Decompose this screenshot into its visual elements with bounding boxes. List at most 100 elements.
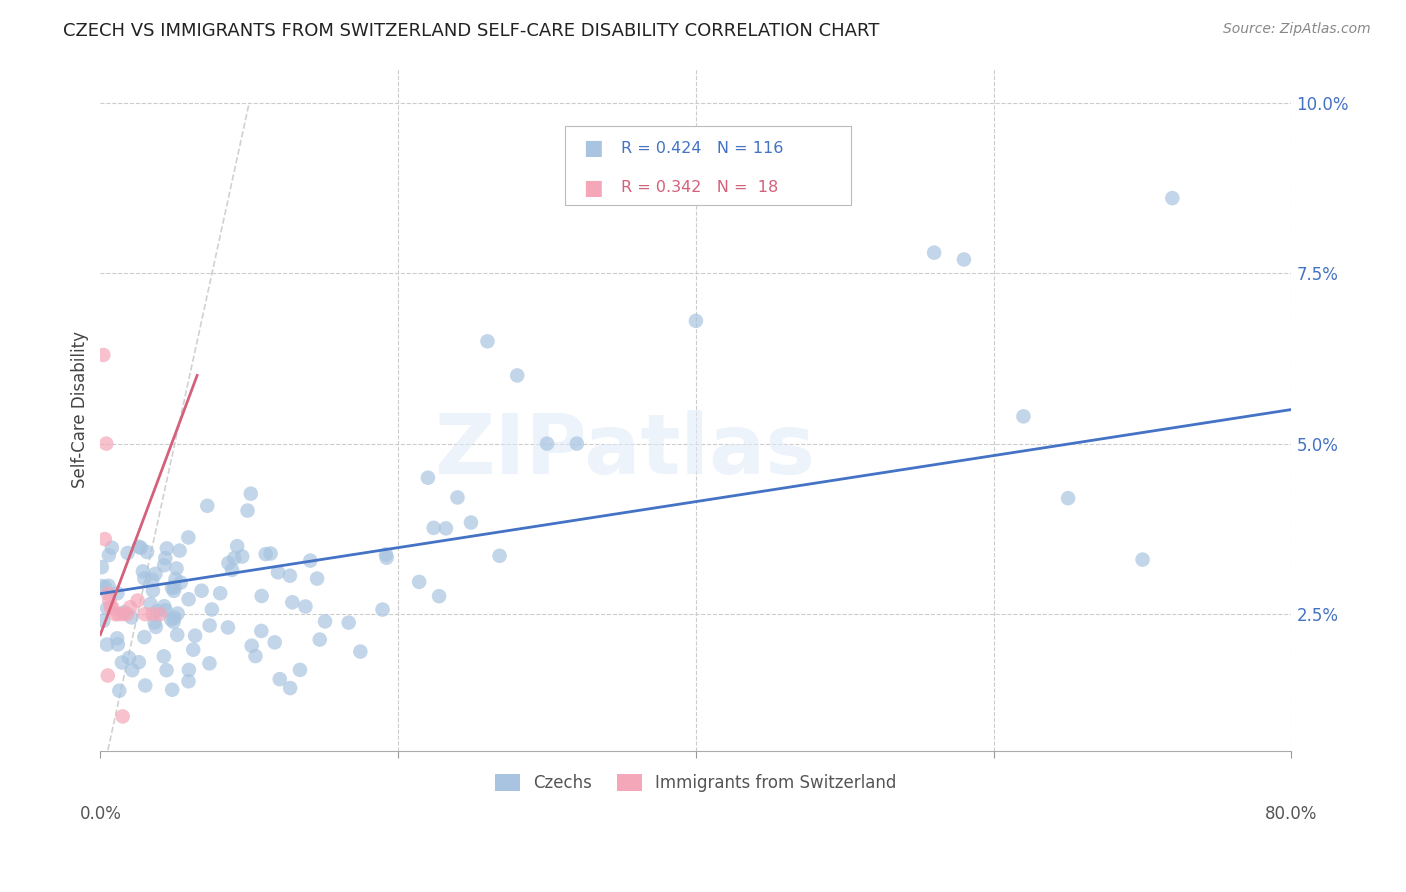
- Point: [281, 595, 304, 609]
- Point: [139, 597, 162, 611]
- Point: [250, 589, 273, 603]
- Point: [1057, 491, 1080, 506]
- Point: [142, 583, 165, 598]
- Point: [149, 607, 172, 621]
- Point: [408, 574, 430, 589]
- Point: [166, 607, 188, 621]
- Point: [163, 610, 186, 624]
- Point: [177, 674, 200, 689]
- Point: [536, 436, 558, 450]
- Point: [165, 572, 187, 586]
- Point: [224, 551, 246, 566]
- Point: [184, 629, 207, 643]
- Point: [166, 561, 188, 575]
- Point: [134, 571, 156, 585]
- Point: [104, 607, 127, 621]
- Point: [97, 587, 120, 601]
- Text: ZIPatlas: ZIPatlas: [434, 410, 815, 491]
- Point: [565, 436, 588, 450]
- Point: [153, 558, 176, 573]
- Point: [97, 579, 120, 593]
- Point: [132, 565, 155, 579]
- Point: [105, 586, 128, 600]
- Point: [198, 618, 221, 632]
- Point: [94, 532, 117, 546]
- Point: [117, 546, 139, 560]
- Point: [198, 657, 221, 671]
- Point: [217, 620, 239, 634]
- Point: [240, 639, 263, 653]
- Point: [201, 602, 224, 616]
- Point: [422, 521, 444, 535]
- Text: ■: ■: [582, 138, 603, 159]
- Point: [143, 615, 166, 630]
- Point: [307, 572, 329, 586]
- Point: [506, 368, 529, 383]
- Point: [226, 539, 249, 553]
- Point: [155, 603, 177, 617]
- Point: [209, 586, 232, 600]
- Point: [97, 548, 120, 562]
- Point: [111, 709, 134, 723]
- Point: [349, 644, 371, 658]
- Point: [299, 554, 322, 568]
- Point: [97, 668, 120, 682]
- Point: [278, 681, 301, 695]
- Point: [129, 541, 152, 555]
- Point: [488, 549, 510, 563]
- Text: Source: ZipAtlas.com: Source: ZipAtlas.com: [1223, 22, 1371, 37]
- Text: 0.0%: 0.0%: [79, 805, 121, 823]
- Point: [98, 593, 121, 607]
- Point: [96, 436, 118, 450]
- Point: [162, 615, 184, 629]
- Point: [90, 579, 112, 593]
- Point: [120, 600, 142, 615]
- Point: [195, 499, 218, 513]
- Point: [153, 599, 176, 614]
- Point: [1012, 409, 1035, 424]
- Point: [250, 624, 273, 638]
- Point: [127, 593, 149, 607]
- Point: [121, 610, 143, 624]
- Point: [169, 543, 191, 558]
- Text: ■: ■: [582, 178, 603, 198]
- Point: [160, 581, 183, 595]
- Point: [134, 607, 156, 621]
- Point: [236, 503, 259, 517]
- Point: [314, 615, 336, 629]
- Point: [146, 604, 169, 618]
- Point: [685, 314, 707, 328]
- Point: [177, 531, 200, 545]
- Point: [100, 600, 122, 615]
- Point: [118, 650, 141, 665]
- Point: [239, 486, 262, 500]
- Point: [434, 521, 457, 535]
- Point: [153, 649, 176, 664]
- Point: [337, 615, 360, 630]
- Point: [190, 583, 212, 598]
- Point: [96, 638, 118, 652]
- Text: CZECH VS IMMIGRANTS FROM SWITZERLAND SELF-CARE DISABILITY CORRELATION CHART: CZECH VS IMMIGRANTS FROM SWITZERLAND SEL…: [63, 22, 880, 40]
- Point: [1161, 191, 1184, 205]
- Point: [217, 556, 239, 570]
- Point: [136, 545, 159, 559]
- Point: [108, 683, 131, 698]
- Point: [91, 348, 114, 362]
- Point: [170, 575, 193, 590]
- Point: [371, 602, 394, 616]
- Point: [375, 550, 398, 565]
- Text: 80.0%: 80.0%: [1265, 805, 1317, 823]
- Point: [101, 541, 124, 555]
- Point: [288, 663, 311, 677]
- Point: [145, 566, 167, 581]
- Point: [145, 620, 167, 634]
- Legend: Czechs, Immigrants from Switzerland: Czechs, Immigrants from Switzerland: [486, 765, 905, 800]
- Point: [141, 573, 163, 587]
- FancyBboxPatch shape: [565, 127, 851, 205]
- Point: [160, 682, 183, 697]
- Point: [446, 491, 468, 505]
- Point: [953, 252, 976, 267]
- Point: [155, 663, 177, 677]
- Point: [163, 583, 186, 598]
- Point: [177, 663, 200, 677]
